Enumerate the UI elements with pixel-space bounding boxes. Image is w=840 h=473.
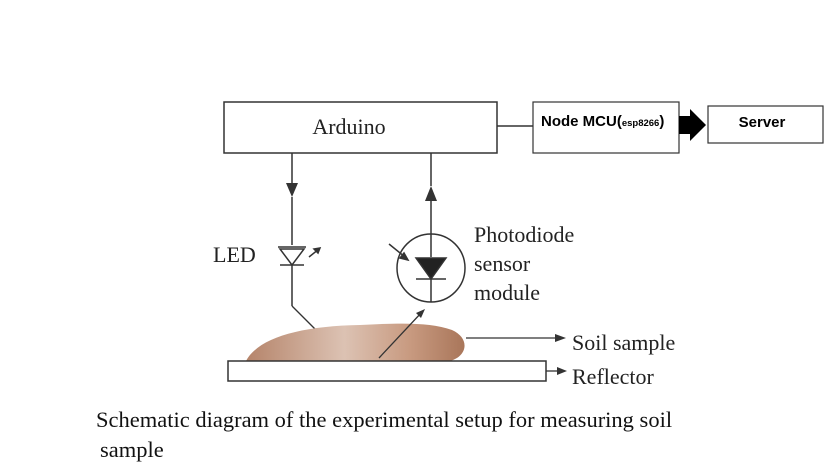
soil-sample-shape [246,323,465,361]
figure-caption: Schematic diagram of the experimental se… [96,405,816,465]
arduino-led-arrow [286,153,298,245]
reflector-label: Reflector [572,364,655,389]
nodemcu-server-arrow [679,109,706,141]
led-icon [278,246,322,306]
server-label: Server [739,114,786,131]
arduino-block: Arduino [223,101,498,154]
reflector-plate [227,360,547,382]
arduino-label: Arduino [312,114,385,139]
soil-sample-label: Soil sample [572,330,675,355]
reflector-pointer [546,367,567,375]
photodiode-label: Photodiode sensor module [474,222,580,305]
nodemcu-label: Node MCU(esp8266) [541,113,664,130]
server-block: Server [707,105,824,144]
caption-line-2: sample [100,437,164,462]
caption-line-1: Schematic diagram of the experimental se… [96,407,673,432]
reflected-light-ray [378,309,425,359]
led-label: LED [213,242,256,267]
photodiode-arduino-arrow [425,153,437,244]
soil-sample-pointer [466,334,566,342]
nodemcu-block: Node MCU(esp8266) [532,101,680,154]
photodiode-icon [388,233,466,303]
